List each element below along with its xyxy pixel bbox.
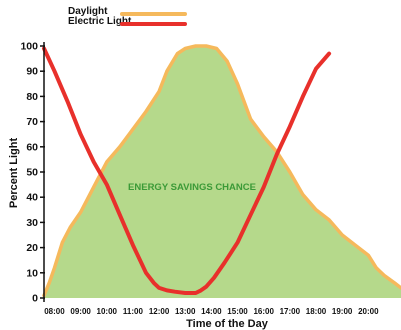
x-tick-label: 12:00 xyxy=(149,307,170,316)
y-tick-label: 30 xyxy=(26,217,38,229)
x-tick-label: 17:00 xyxy=(280,307,301,316)
y-tick-label: 70 xyxy=(26,116,38,128)
x-tick-label: 15:00 xyxy=(227,307,248,316)
y-tick-label: 20 xyxy=(26,242,38,254)
x-tick-label: 19:00 xyxy=(332,307,353,316)
plot-area xyxy=(42,44,401,298)
x-axis-title: Time of the Day xyxy=(186,318,269,330)
electric-light-line xyxy=(42,46,332,295)
energy-savings-annotation: ENERGY SAVINGS CHANCE xyxy=(128,182,256,193)
legend-electric-label: Electric Light xyxy=(68,16,132,27)
daylight-edge-line xyxy=(42,44,401,298)
y-tick-label: 0 xyxy=(32,293,38,305)
x-tick-label: 11:00 xyxy=(123,307,144,316)
y-tick-label: 80 xyxy=(26,91,38,103)
y-tick-label: 50 xyxy=(26,167,38,179)
axes: 0 10 20 30 40 50 60 70 80 90 100 08:00 09:00 10:00 11:… xyxy=(20,41,379,317)
x-tick-label: 18:00 xyxy=(306,307,327,316)
x-tick-label: 16:00 xyxy=(253,307,274,316)
y-tick-label: 40 xyxy=(26,192,38,204)
legend-daylight-label: Daylight xyxy=(68,6,108,17)
y-tick-label: 60 xyxy=(26,141,38,153)
y-axis-title: Percent Light xyxy=(8,138,20,209)
x-tick-label: 13:00 xyxy=(175,307,196,316)
x-tick-label: 14:00 xyxy=(201,307,222,316)
daylight-area xyxy=(44,46,401,298)
x-tick-label: 20:00 xyxy=(358,307,379,316)
legend: Daylight Electric Light xyxy=(68,6,187,27)
x-tick-label: 10:00 xyxy=(97,307,118,316)
y-tick-label: 90 xyxy=(26,66,38,78)
x-tick-label: 09:00 xyxy=(70,307,91,316)
x-tick-label: 08:00 xyxy=(44,307,65,316)
y-tick-label: 10 xyxy=(26,267,38,279)
y-tick-label: 100 xyxy=(20,41,38,53)
